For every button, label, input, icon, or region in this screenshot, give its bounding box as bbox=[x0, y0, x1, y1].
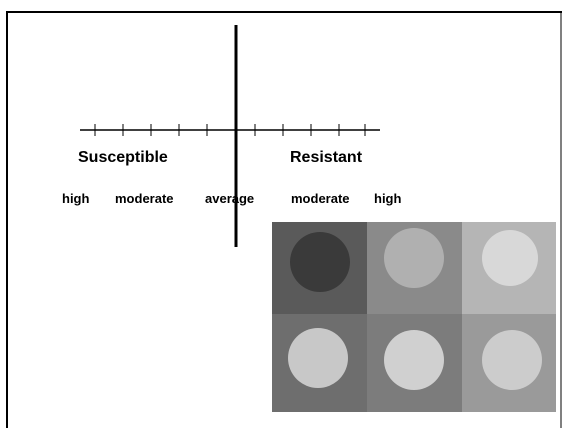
axis bbox=[80, 25, 380, 247]
scale-label: moderate bbox=[115, 191, 174, 206]
scale-label: moderate bbox=[291, 191, 350, 206]
scale-label: high bbox=[374, 191, 401, 206]
face bbox=[482, 330, 542, 390]
face bbox=[290, 232, 350, 292]
face bbox=[384, 228, 444, 288]
scale-label: high bbox=[62, 191, 89, 206]
pole-label: Resistant bbox=[290, 149, 363, 166]
face bbox=[384, 330, 444, 390]
face bbox=[482, 230, 538, 286]
ticks bbox=[94, 124, 366, 136]
scale-label: average bbox=[205, 191, 254, 206]
face bbox=[288, 328, 348, 388]
pole-label: Susceptible bbox=[78, 149, 168, 166]
faces-photo bbox=[272, 222, 556, 412]
